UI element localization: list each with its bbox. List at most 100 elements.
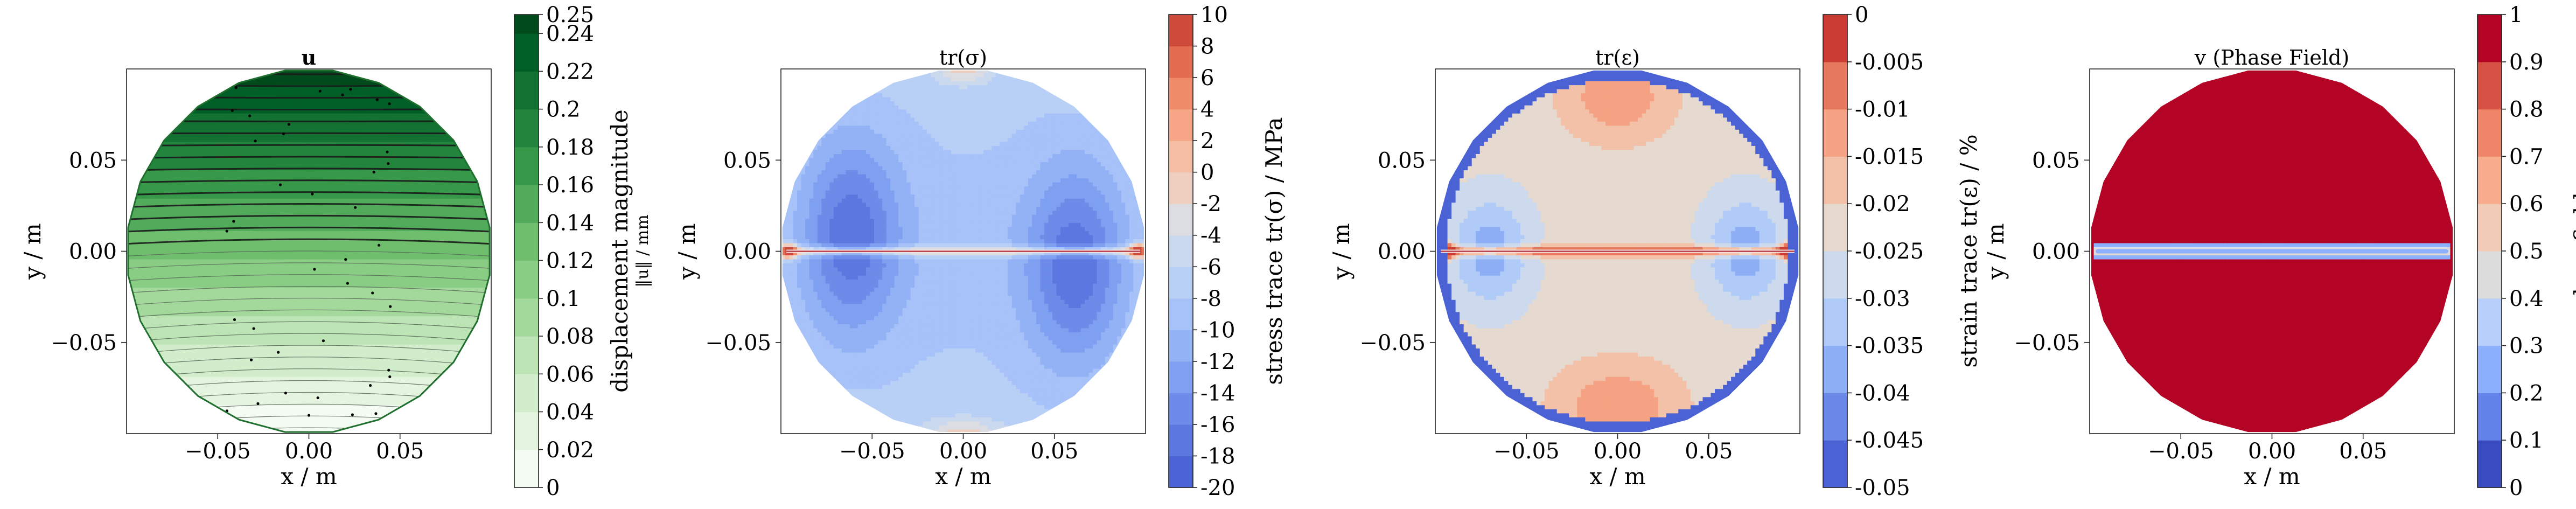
stream-point [249,358,253,361]
colorbar: 0.250.24 0.22 0.2 0.18 0.16 0.14 0.12 0.1 0.08 0.… [514,3,652,500]
colorbar-segment [1169,141,1193,173]
colorbar-tick-label: 0.3 [2509,334,2544,359]
colorbar-segment [1169,172,1193,204]
colorbar-tick-label: -0.03 [1855,287,1910,311]
colorbar-tick-label: 10 [1200,3,1228,27]
colorbar-segment [1823,61,1847,110]
colorbar-tick-label: -0.005 [1855,50,1924,75]
colorbar-segment [2477,345,2502,393]
streamline [128,286,490,294]
stream-point [248,114,252,117]
stream-point [372,170,375,174]
colorbar-segment [2477,109,2502,157]
stream-point [318,89,322,93]
colorbar-tick-label: -16 [1200,413,1235,437]
x-tick-label: 0.05 [376,439,424,464]
colorbar: 10 8 6 4 2 0 -2 -4 -6 -8 -10 -12 -14 -16 -18 -20 stress … [1168,3,1287,500]
x-axis-label: x / m [2244,463,2300,490]
colorbar-tick-label: -0.04 [1855,381,1910,406]
streamline [128,357,490,367]
colorbar-segment [1169,204,1193,236]
colorbar-tick-label: 0.5 [2509,239,2544,264]
chart-title: tr(σ) [939,46,987,69]
stream-point [386,150,389,154]
colorbar-segment [1823,156,1847,204]
stream-point [341,93,344,96]
stream-point [388,102,391,106]
panel-2: −0.05 0.00 0.05 0.05 0.00 −0.05 x / m y / m tr(σ… [674,3,1287,500]
stream-point [311,192,314,196]
x-tick-label: −0.05 [1493,439,1560,464]
y-tick-label: 0.00 [69,240,117,264]
colorbar-tick-label: 0.22 [546,59,594,84]
x-tick-label: −0.05 [185,439,251,464]
colorbar-tick-label: -0.015 [1855,144,1924,169]
colorbar-segment [2477,61,2502,110]
colorbar-tick-label: -2 [1200,192,1221,217]
colorbar-tick-label: -0.025 [1855,239,1924,264]
colorbar-tick-label: 0 [2509,476,2523,500]
stream-point [307,414,311,417]
colorbar-tick-label: -0.035 [1855,334,1924,359]
stream-point [231,109,234,112]
colorbar-tick-label: 0.08 [546,324,594,349]
streamline [128,427,490,433]
colorbar-tick-label: -0.01 [1855,97,1910,122]
colorbar-tick-label: -12 [1200,350,1235,374]
colorbar-tick-label: -8 [1200,287,1221,311]
colorbar-segment [514,71,539,110]
colorbar-segment [1169,15,1193,47]
colorbar-tick-label: 0.12 [546,249,594,274]
stream-point [344,258,347,261]
stream-point [252,327,255,330]
streamline [128,297,490,306]
stream-point [371,291,374,295]
colorbar-tick-label: 0.2 [546,97,581,122]
streamline [128,168,490,171]
stream-point [354,206,357,209]
x-axis-label: x / m [281,463,337,490]
colorbar-tick-label: 0.2 [2509,381,2544,406]
colorbar-segment [1823,298,1847,346]
colorbar-segment [514,336,539,374]
y-tick-label: −0.05 [1359,331,1426,355]
x-tick-label: 0.00 [1594,439,1642,464]
stream-point [346,282,350,285]
x-tick-label: 0.00 [939,439,987,464]
y-tick-label: 0.05 [69,148,117,173]
x-tick-label: 0.05 [1030,439,1078,464]
colorbar-tick-label: 0.7 [2509,144,2544,169]
colorbar-label: stress trace tr(σ) / MPa [1261,117,1287,385]
colorbar-tick-label: 0.6 [2509,192,2544,217]
colorbar-segment [514,33,539,72]
streamline [128,262,490,269]
colorbar-segment [1823,109,1847,157]
y-tick-label: 0.05 [2032,148,2080,173]
colorbar-segment [1169,109,1193,141]
colorbar-segment [1169,393,1193,425]
colorbar-segment [1169,456,1193,488]
colorbar-segment [514,185,539,223]
colorbar-tick-label: 4 [1200,97,1214,122]
colorbar-label: displacement magnitude [606,109,633,392]
colorbar-label: phasefield [2570,192,2576,310]
colorbar-frame [514,14,539,488]
stream-point [351,413,354,416]
colorbar-tick-label: 0.9 [2509,50,2544,75]
colorbar-tick-label: -0.05 [1855,476,1910,500]
stream-point [254,140,257,143]
colorbar: 0 -0.005 -0.01 -0.015 -0.02 -0.025 -0.03 -0.035… [1823,3,1982,500]
panel-4: −0.05 0.00 0.05 0.05 0.00 −0.05 x / m y / m v (P… [1982,3,2576,500]
streamline [128,274,490,281]
colorbar-segment [514,15,539,34]
colorbar-segment [1823,345,1847,393]
streamline [128,179,490,184]
colorbar-tick-label: -10 [1200,318,1235,343]
colorbar-segment [1169,424,1193,457]
colorbar-tick-label: 0 [546,476,560,500]
colorbar-tick-label: -0.045 [1855,428,1924,453]
colorbar-segment [1169,330,1193,362]
streamline [128,345,490,355]
streamline [128,203,490,208]
x-tick-label: −0.05 [2148,439,2214,464]
